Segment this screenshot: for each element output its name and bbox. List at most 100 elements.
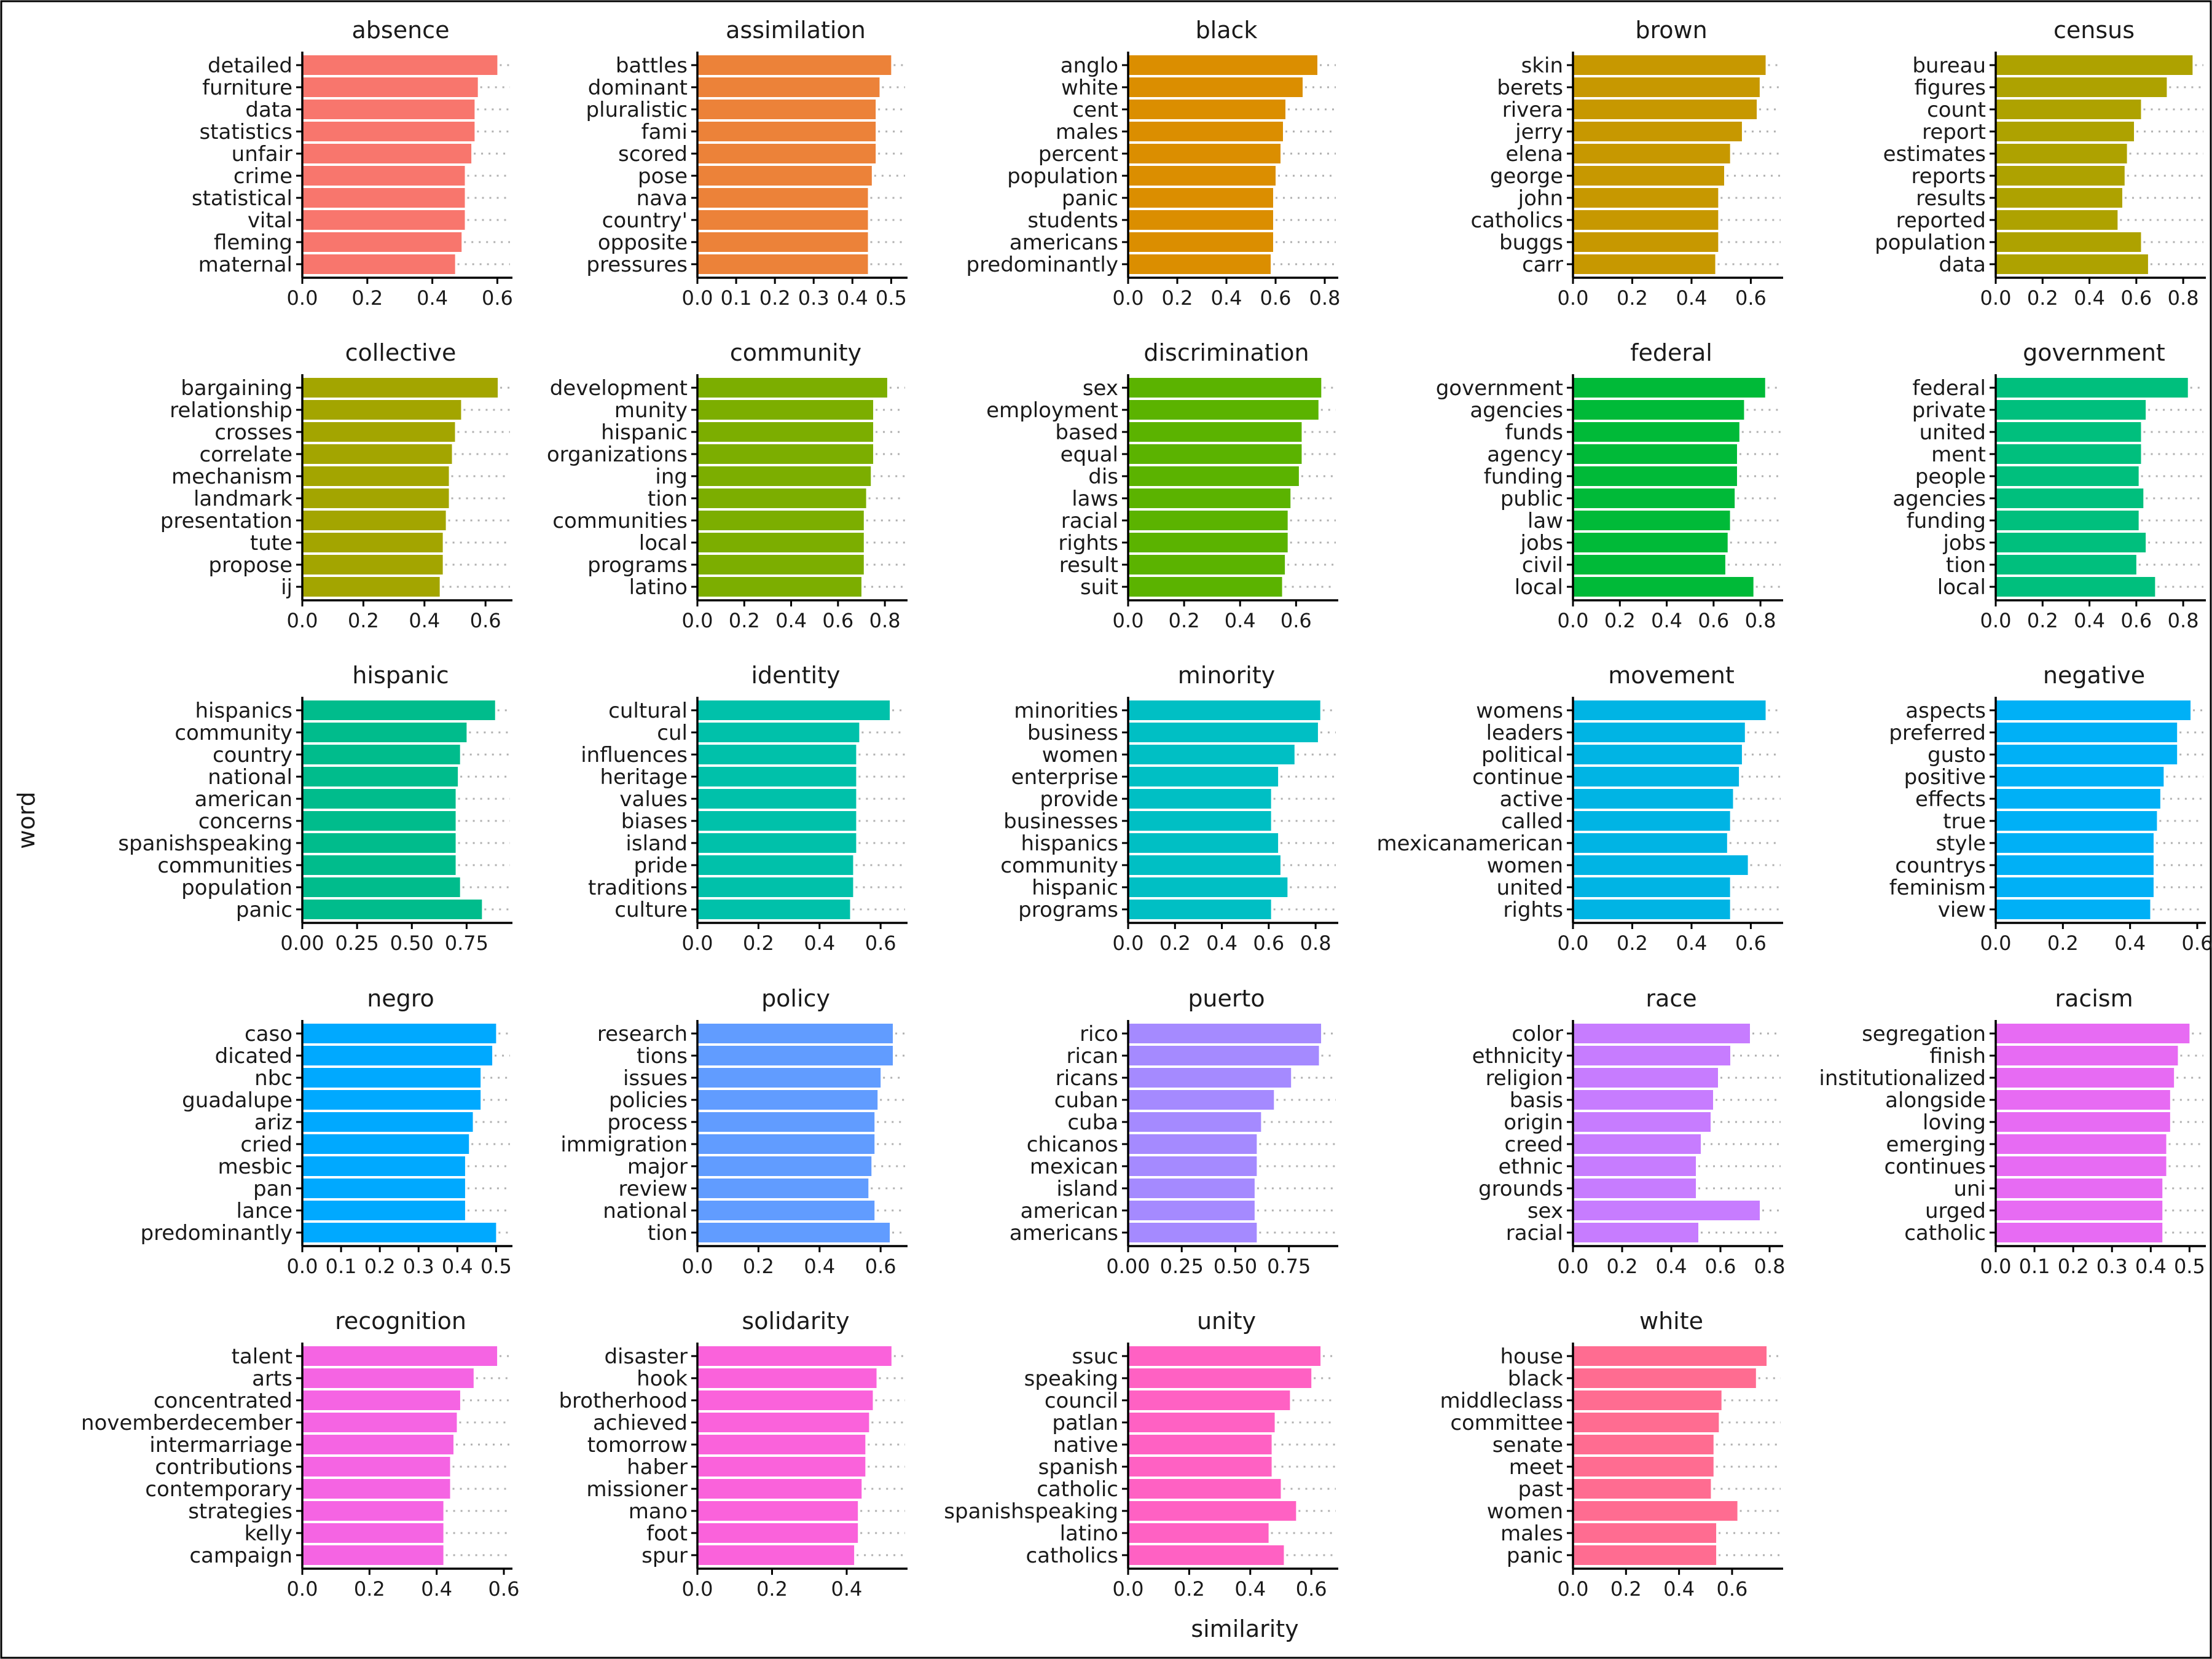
- panel-negative: negative aspectspreferredgustopositiveeff…: [1889, 662, 2212, 955]
- x-tick-label: 0.1: [721, 286, 752, 310]
- bar: [1128, 1457, 1272, 1477]
- word-label: influences: [581, 743, 688, 767]
- bar: [1996, 1024, 2190, 1043]
- word-label: businesses: [1003, 809, 1118, 834]
- word-label: american: [1021, 1199, 1118, 1223]
- bar: [302, 745, 460, 764]
- bar: [697, 466, 871, 486]
- word-label: campaign: [189, 1543, 292, 1568]
- x-tick-label: 0.6: [2120, 609, 2152, 632]
- bar: [1128, 1201, 1255, 1220]
- bar: [1996, 444, 2141, 464]
- bar: [302, 232, 462, 252]
- bar: [697, 811, 857, 831]
- bar: [1128, 400, 1319, 420]
- bar: [1128, 1479, 1281, 1499]
- bar: [697, 1024, 893, 1043]
- word-label: political: [1481, 743, 1563, 767]
- word-label: spanish: [1038, 1455, 1118, 1480]
- bar: [1996, 188, 2122, 208]
- x-tick-label: 0.4: [1225, 609, 1256, 632]
- bar: [1996, 254, 2148, 274]
- word-label: united: [1497, 876, 1563, 900]
- bar: [1573, 1179, 1696, 1198]
- word-label: crime: [233, 164, 292, 189]
- panel-title: absence: [352, 17, 450, 44]
- bar: [1996, 466, 2139, 486]
- x-tick-label: 0.6: [1260, 286, 1292, 310]
- x-tick-label: 0.00: [1106, 1255, 1150, 1278]
- panel-collective: collective bargainingrelationshipcrossesc…: [160, 339, 512, 632]
- word-label: catholic: [1904, 1221, 1986, 1245]
- word-label: tute: [250, 531, 292, 555]
- word-label: national: [603, 1199, 688, 1223]
- x-tick-label: 0.4: [837, 286, 868, 310]
- bar: [1573, 577, 1754, 597]
- bar: [697, 188, 868, 208]
- bar: [1128, 1435, 1272, 1454]
- word-label: white: [1061, 76, 1118, 100]
- bar: [1996, 488, 2144, 508]
- x-tick-label: 0.2: [2058, 1255, 2089, 1278]
- word-label: civil: [1522, 553, 1563, 578]
- word-label: haber: [627, 1455, 688, 1480]
- bar: [302, 1523, 444, 1543]
- word-label: battles: [616, 53, 688, 78]
- bar: [1996, 811, 2157, 831]
- bar: [302, 767, 458, 786]
- word-label: hispanic: [1032, 876, 1118, 900]
- bar: [302, 833, 456, 853]
- x-tick-label: 0.2: [729, 609, 760, 632]
- panel-title: solidarity: [742, 1308, 849, 1335]
- panel-policy: policy researchtionsissuespoliciesprocess…: [560, 985, 908, 1278]
- panel-solidarity: solidarity disasterhookbrotherhoodachieve…: [559, 1308, 908, 1601]
- bar: [697, 877, 853, 897]
- panel-title: racism: [2055, 985, 2133, 1012]
- bar: [1573, 1413, 1719, 1432]
- word-label: data: [245, 98, 292, 122]
- word-label: catholics: [1470, 208, 1563, 233]
- x-tick-label: 0.0: [682, 609, 713, 632]
- panel-title: discrimination: [1143, 339, 1309, 366]
- x-tick-label: 0.0: [1558, 1577, 1589, 1601]
- bar: [1573, 1024, 1750, 1043]
- x-tick-label: 0.3: [2096, 1255, 2128, 1278]
- x-tick-label: 0.0: [1558, 1255, 1589, 1278]
- x-tick-label: 0.75: [445, 931, 488, 955]
- panel-discrimination: discrimination sexemploymentbasedequaldis…: [986, 339, 1338, 632]
- bar: [1128, 1346, 1321, 1366]
- word-label: institutionalized: [1819, 1066, 1986, 1091]
- word-label: students: [1027, 208, 1118, 233]
- bar: [302, 488, 449, 508]
- word-label: council: [1045, 1389, 1118, 1413]
- bar: [302, 166, 465, 186]
- bar: [1128, 767, 1279, 786]
- bar: [1573, 232, 1719, 252]
- word-label: cuban: [1054, 1088, 1118, 1113]
- bar: [302, 811, 456, 831]
- word-label: based: [1055, 420, 1118, 445]
- bar: [697, 400, 874, 420]
- x-tick-label: 0.6: [1698, 609, 1729, 632]
- word-label: effects: [1915, 787, 1986, 812]
- word-label: committee: [1450, 1411, 1563, 1435]
- x-tick-label: 0.0: [1113, 1577, 1144, 1601]
- word-label: spanishspeaking: [944, 1499, 1118, 1524]
- bar: [1128, 232, 1273, 252]
- bar: [697, 1545, 855, 1565]
- bar: [1128, 811, 1271, 831]
- word-label: racial: [1506, 1221, 1563, 1245]
- bar: [1128, 1179, 1255, 1198]
- word-label: review: [619, 1177, 688, 1201]
- bar: [1996, 511, 2139, 530]
- word-label: style: [1936, 831, 1986, 856]
- word-label: island: [626, 831, 688, 856]
- word-label: cul: [657, 721, 688, 745]
- x-tick-label: 0.4: [804, 931, 835, 955]
- word-label: major: [627, 1155, 688, 1179]
- panel-title: black: [1196, 17, 1258, 44]
- word-label: percent: [1038, 142, 1118, 167]
- word-label: contributions: [155, 1455, 292, 1480]
- bar: [1128, 1413, 1275, 1432]
- word-label: rivera: [1502, 98, 1563, 122]
